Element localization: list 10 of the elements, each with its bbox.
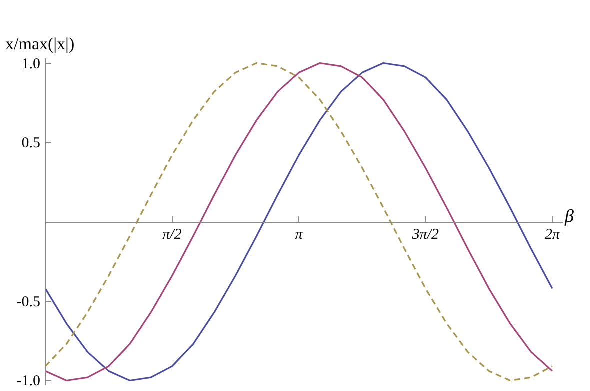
y-tick-label: 1.0	[22, 56, 40, 72]
x-axis-title: β	[565, 206, 574, 226]
x-tick-label: 3π/2	[411, 227, 440, 243]
x-tick-label: π/2	[162, 227, 182, 243]
x-tick-label: π	[295, 227, 304, 243]
y-axis-title: x/max(|x|)	[6, 34, 75, 54]
y-tick-label: 0.5	[22, 136, 40, 152]
x-tick-label: 2π	[544, 227, 560, 243]
y-tick-label: -1.0	[16, 374, 41, 390]
y-tick-label: -0.5	[16, 294, 41, 310]
